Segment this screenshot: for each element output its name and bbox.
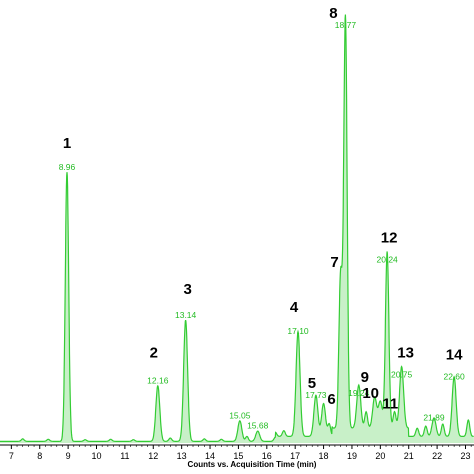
peak-number-label: 8 bbox=[329, 5, 337, 22]
peak-number-label: 10 bbox=[362, 385, 379, 402]
peak-number-label: 2 bbox=[150, 345, 158, 362]
retention-time-label: 20.75 bbox=[391, 369, 413, 379]
retention-time-label: 19.24 bbox=[348, 388, 370, 398]
peak-number-label: 11 bbox=[382, 395, 398, 412]
retention-time-label: 15.05 bbox=[229, 410, 251, 420]
peak-number-label: 7 bbox=[330, 254, 338, 271]
retention-time-label: 15.68 bbox=[247, 421, 269, 431]
retention-time-label: 17.73 bbox=[305, 390, 327, 400]
x-tick-label: 12 bbox=[148, 451, 158, 461]
x-axis-ticks: 7 8 9 10 11 12 13 14 15 16 17 18 19 20 21 22 23 bbox=[9, 445, 472, 461]
peak-number-label: 1 bbox=[63, 135, 71, 152]
retention-time-label: 8.96 bbox=[59, 162, 76, 172]
retention-time-label: 12.16 bbox=[147, 376, 169, 386]
x-axis-title: Counts vs. Acquisition Time (min) bbox=[188, 460, 317, 469]
x-tick-label: 15 bbox=[233, 451, 243, 461]
x-tick-label: 19 bbox=[347, 451, 357, 461]
peak-number-label: 13 bbox=[397, 344, 414, 361]
retention-time-label: 17.10 bbox=[287, 326, 309, 336]
x-tick-label: 7 bbox=[9, 451, 14, 461]
trace-layer bbox=[0, 14, 474, 443]
retention-time-label: 13.14 bbox=[175, 310, 197, 320]
x-tick-label: 17 bbox=[290, 451, 300, 461]
retention-time-label: 21.89 bbox=[423, 413, 445, 423]
x-tick-label: 10 bbox=[91, 451, 101, 461]
x-tick-label: 9 bbox=[66, 451, 71, 461]
series-trace-line bbox=[0, 14, 474, 442]
x-tick-label: 16 bbox=[262, 451, 272, 461]
x-tick-label: 14 bbox=[205, 451, 215, 461]
x-tick-label: 18 bbox=[319, 451, 329, 461]
peak-number-label: 6 bbox=[327, 391, 335, 408]
retention-time-label: 20.24 bbox=[377, 254, 399, 264]
x-tick-label: 20 bbox=[375, 451, 385, 461]
retention-time-label: 22.60 bbox=[443, 371, 465, 381]
peak-number-label: 14 bbox=[446, 346, 463, 363]
peak-number-label: 9 bbox=[361, 369, 369, 386]
retention-time-label: 18.77 bbox=[335, 20, 357, 30]
peak-number-label: 5 bbox=[308, 375, 316, 392]
x-tick-label: 8 bbox=[37, 451, 42, 461]
peak-number-label: 12 bbox=[381, 229, 398, 246]
x-tick-label: 11 bbox=[120, 451, 129, 461]
peak-number-label: 3 bbox=[183, 281, 191, 298]
peak-number-label: 4 bbox=[290, 299, 299, 316]
x-tick-label: 23 bbox=[460, 451, 470, 461]
x-tick-label: 21 bbox=[404, 451, 414, 461]
x-tick-label: 22 bbox=[432, 451, 442, 461]
x-tick-label: 13 bbox=[177, 451, 187, 461]
